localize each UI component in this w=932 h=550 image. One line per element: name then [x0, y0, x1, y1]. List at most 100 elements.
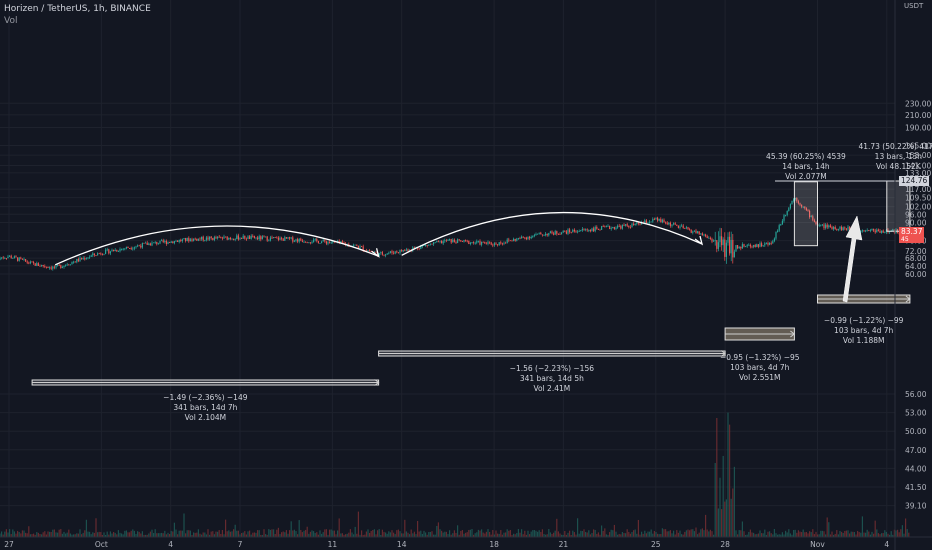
volume-bar: [834, 533, 836, 537]
arc-curve: [54, 225, 379, 266]
x-tick-label: 27: [4, 540, 14, 549]
volume-bar: [585, 532, 587, 537]
candle-body: [153, 242, 155, 244]
measure-label-line: 45.39 (60.25%) 4539: [766, 152, 846, 161]
candle-body: [39, 265, 41, 267]
volume-bar: [13, 531, 15, 537]
measure-label-line: −1.56 (−2.23%) −156: [509, 364, 595, 373]
volume-bar: [866, 529, 868, 537]
candle-body: [407, 249, 409, 252]
volume-bar: [799, 531, 801, 537]
y-tick-label: 90.00: [905, 219, 927, 228]
candle-body: [444, 240, 446, 242]
volume-bar: [113, 532, 115, 537]
volume-bar: [73, 534, 75, 537]
candle-body: [137, 245, 139, 247]
volume-bar: [303, 530, 305, 537]
volume-bar: [223, 534, 225, 537]
volume-bar: [733, 466, 735, 537]
candle-body: [445, 240, 447, 242]
volume-bar: [68, 529, 70, 537]
candle-body: [586, 229, 588, 231]
volume-bar: [666, 531, 668, 537]
volume-bar: [705, 514, 707, 537]
candle-body: [289, 237, 291, 239]
candle-body: [273, 237, 275, 239]
volume-bar: [265, 534, 267, 537]
volume-bar: [417, 520, 419, 537]
volume-bar: [649, 531, 651, 537]
volume-bar: [217, 531, 219, 537]
candle-body: [482, 241, 484, 243]
candle-body: [505, 242, 507, 244]
last-price-tag[interactable]: 83.37 45: [899, 227, 925, 244]
volume-bar: [708, 531, 710, 537]
volume-bar: [473, 534, 475, 537]
candle-body: [631, 223, 633, 228]
candle-body: [188, 237, 190, 242]
candle-body: [525, 237, 527, 240]
volume-bar: [508, 530, 510, 537]
candle-body: [629, 227, 631, 228]
volume-bar: [879, 534, 881, 537]
candle-body: [97, 253, 99, 256]
volume-bar: [159, 533, 161, 537]
candle-body: [404, 250, 406, 251]
volume-bar: [407, 532, 409, 537]
candle-body: [884, 232, 886, 234]
volume-bar: [725, 499, 727, 537]
volume-bar: [287, 533, 289, 537]
volume-bar: [889, 534, 891, 537]
candle-body: [193, 238, 195, 241]
volume-bar: [557, 531, 559, 537]
candle-body: [282, 238, 284, 241]
candle-body: [465, 239, 467, 241]
volume-bar: [610, 529, 612, 537]
candle-body: [471, 242, 473, 243]
time-axis[interactable]: 27Oct47111418212528Nov48: [0, 536, 932, 549]
volume-bar: [801, 532, 803, 537]
volume-bar: [869, 534, 871, 537]
horizontal-line-price-tag[interactable]: 124.76: [899, 176, 930, 186]
candle-body: [274, 237, 276, 238]
candle-body: [84, 258, 86, 260]
volume-bar: [607, 534, 609, 537]
volume-bar: [581, 531, 583, 537]
volume-bar: [652, 533, 654, 537]
volume-legend[interactable]: Vol: [4, 16, 18, 26]
measure-label-m6: 41.73 (50.22%) 4173 13 bars, 13h Vol 48.15…: [858, 142, 932, 172]
volume-bar: [618, 533, 620, 537]
candle-body: [236, 235, 238, 240]
volume-bar: [36, 532, 38, 537]
volume-bar: [109, 531, 111, 537]
volume-bar: [178, 530, 180, 537]
candle-body: [661, 219, 663, 223]
volume-bar: [122, 534, 124, 537]
candle-body: [705, 234, 707, 237]
arc-arrowhead: [371, 248, 380, 258]
candle-body: [340, 241, 342, 243]
volume-bar: [188, 530, 190, 537]
candle-body: [442, 241, 444, 244]
volume-bar: [436, 525, 438, 537]
price-axis[interactable]: 230.00 210.00 190.00 165.00153.00141.00133.…: [894, 0, 931, 550]
candle-body: [831, 226, 833, 230]
candle-body: [775, 231, 777, 239]
volume-bar: [485, 531, 487, 537]
volume-bar: [15, 533, 17, 537]
volume-bar: [850, 531, 852, 537]
volume-bar: [786, 532, 788, 537]
candle-body: [388, 252, 390, 254]
volume-bar: [5, 529, 7, 537]
volume-bar: [297, 534, 299, 537]
measure-label-m1: −1.49 (−2.36%) −149 341 bars, 14d 7h Vol 2…: [163, 393, 247, 423]
volume-bar: [412, 533, 414, 537]
volume-bar: [282, 531, 284, 537]
volume-bar: [369, 532, 371, 537]
candle-body: [305, 241, 307, 243]
volume-bar: [738, 530, 740, 537]
volume-bar: [281, 532, 283, 537]
candle-body: [725, 242, 727, 257]
symbol-title[interactable]: Horizen / TetherUS, 1h, BINANCE: [4, 4, 151, 14]
